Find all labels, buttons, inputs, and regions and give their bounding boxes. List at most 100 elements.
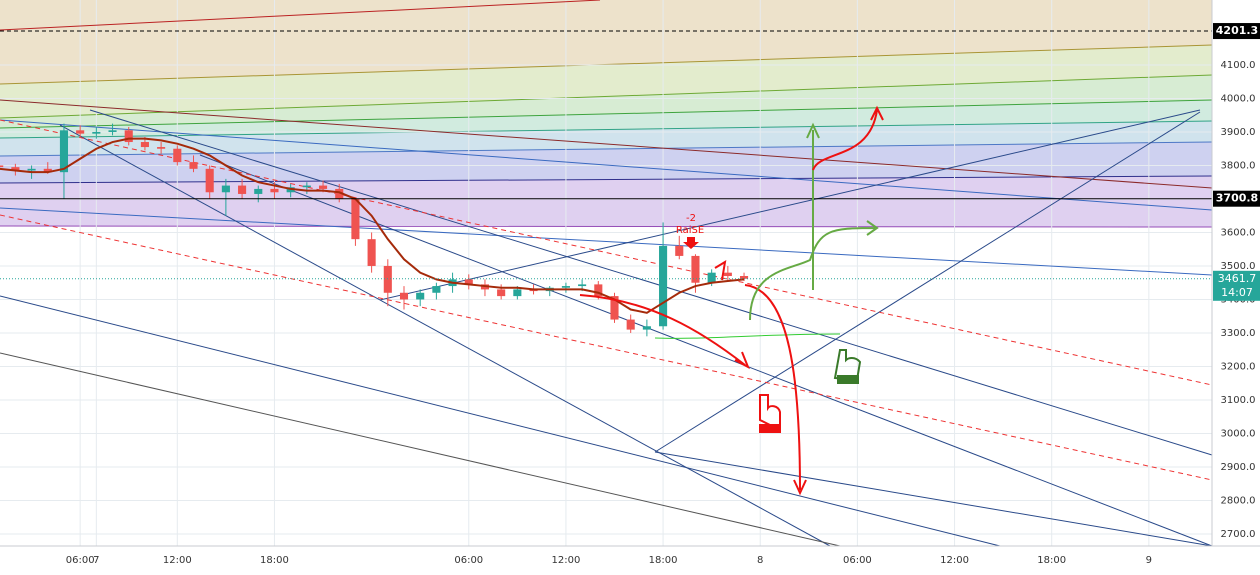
candle-body (497, 289, 506, 297)
fan-line (0, 74, 1213, 119)
candle-body (610, 296, 619, 320)
fan-band (0, 75, 1212, 128)
drawn-arrow (744, 284, 807, 496)
price-tag-label: 3461.7 (1218, 272, 1257, 285)
candle-body (108, 130, 117, 132)
fan-band (0, 121, 1212, 156)
trendline (379, 109, 1201, 301)
trendline (654, 111, 1201, 453)
fan-line (0, 141, 1213, 157)
candle-body (723, 272, 732, 277)
trendline (59, 124, 831, 547)
candle-body (238, 185, 247, 194)
x-tick-label: 18:00 (649, 555, 678, 566)
candle-body (205, 168, 214, 193)
trendline (0, 214, 1213, 481)
candle-body (594, 284, 603, 297)
candle-body (739, 276, 749, 279)
y-tick-label: 3900.0 (1221, 127, 1256, 138)
annotation-arrow (683, 237, 699, 249)
fan-line (0, 175, 1213, 184)
trendline (0, 207, 1213, 276)
countdown-label: 14:07 (1221, 286, 1253, 299)
x-tick-label: 06:00 (66, 555, 95, 566)
candle-body (642, 326, 651, 330)
annotation: RaiSE (676, 225, 704, 236)
y-tick-label: 2700.0 (1221, 529, 1256, 540)
candle-body (189, 162, 198, 169)
candle-body (270, 188, 279, 193)
fan-line (0, 225, 1213, 228)
fan-band (0, 176, 1212, 227)
moving-average (0, 137, 745, 314)
x-tick-label: 06:00 (454, 555, 483, 566)
candle-body (383, 265, 392, 293)
candle-body (0, 165, 4, 168)
candle-body (59, 130, 69, 173)
x-tick-label: 12:00 (940, 555, 969, 566)
x-tick-label: 12:00 (552, 555, 581, 566)
candle-body (140, 142, 149, 148)
fan-band (0, 142, 1212, 183)
candle-body (11, 167, 20, 171)
y-tick-label: 3500.0 (1221, 261, 1256, 272)
candle-body (399, 292, 409, 300)
trendline (89, 109, 1213, 456)
price-tag (1213, 23, 1260, 40)
trendline (0, 99, 1213, 189)
x-tick-label: 18:00 (260, 555, 289, 566)
x-tick-label: 7 (93, 555, 99, 566)
y-tick-label: 2800.0 (1221, 495, 1256, 506)
trendline (0, 119, 1213, 211)
candle-body (335, 188, 344, 199)
candle-body (302, 185, 311, 188)
candle-body (367, 239, 376, 266)
candle-body (464, 279, 473, 285)
trendline (199, 154, 1213, 547)
x-tick-label: 9 (1146, 555, 1152, 566)
drawn-arrow (812, 105, 884, 171)
y-tick-label: 4100.0 (1221, 60, 1256, 71)
y-tick-label: 3600.0 (1221, 227, 1256, 238)
trendline (0, 295, 1001, 547)
candle-body (578, 284, 587, 287)
candle-body (513, 289, 522, 297)
trendline (0, 0, 601, 31)
price-tag-label: 3700.8 (1216, 192, 1258, 205)
fan-band (0, 45, 1212, 118)
x-tick-label: 18:00 (1037, 555, 1066, 566)
support-line (654, 333, 841, 339)
candle-body (92, 131, 101, 134)
drawings (579, 105, 884, 496)
y-tick-label: 3100.0 (1221, 395, 1256, 406)
candle-body (76, 130, 85, 134)
candle-body (351, 198, 360, 240)
drawn-arrow (714, 260, 727, 281)
y-tick-label: 3300.0 (1221, 328, 1256, 339)
price-tag-label: 4201.3 (1216, 24, 1258, 37)
annotation: -2 (686, 213, 696, 224)
fan-line (0, 99, 1213, 129)
candle-body (675, 245, 684, 256)
candle-body (707, 272, 716, 283)
y-tick-label: 4000.0 (1221, 93, 1256, 104)
trendline (654, 451, 1213, 547)
candle-body (318, 185, 328, 189)
hand-icon (759, 394, 781, 433)
x-tick-label: 12:00 (163, 555, 192, 566)
axes: 2700.0 2800.0 2900.0 3000.0 3100.0 3200.0 3300… (66, 23, 1260, 566)
candle-body (43, 168, 52, 173)
y-tick-label: 3200.0 (1221, 361, 1256, 372)
drawn-arrow (806, 122, 820, 290)
trendline (0, 352, 841, 547)
trendlines (0, 0, 1213, 547)
candle-body (691, 255, 700, 283)
candle-body (659, 245, 668, 327)
candle-body (157, 147, 166, 149)
candle-body (27, 168, 36, 171)
y-tick-label: 2900.0 (1221, 462, 1256, 473)
fan-band (0, 100, 1212, 138)
candle-body (221, 185, 230, 193)
